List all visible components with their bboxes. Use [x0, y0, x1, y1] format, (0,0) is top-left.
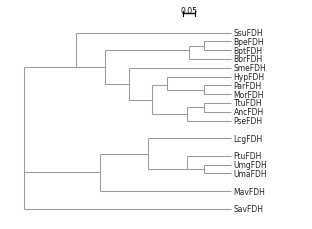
Text: BbrFDH: BbrFDH: [234, 55, 263, 64]
Text: UmgFDH: UmgFDH: [234, 160, 267, 169]
Text: MavFDH: MavFDH: [234, 187, 266, 196]
Text: 0.05: 0.05: [181, 7, 198, 16]
Text: UmaFDH: UmaFDH: [234, 169, 267, 178]
Text: MorFDH: MorFDH: [234, 90, 264, 99]
Text: HypFDH: HypFDH: [234, 73, 265, 82]
Text: AncFDH: AncFDH: [234, 108, 264, 117]
Text: BptFDH: BptFDH: [234, 46, 263, 55]
Text: LcgFDH: LcgFDH: [234, 134, 263, 143]
Text: SsuFDH: SsuFDH: [234, 29, 263, 38]
Text: SmeFDH: SmeFDH: [234, 64, 266, 73]
Text: FtuFDH: FtuFDH: [234, 152, 262, 161]
Text: ParFDH: ParFDH: [234, 82, 262, 90]
Text: BpeFDH: BpeFDH: [234, 38, 264, 47]
Text: PseFDH: PseFDH: [234, 117, 263, 125]
Text: TtuFDH: TtuFDH: [234, 99, 262, 108]
Text: SavFDH: SavFDH: [234, 204, 264, 213]
